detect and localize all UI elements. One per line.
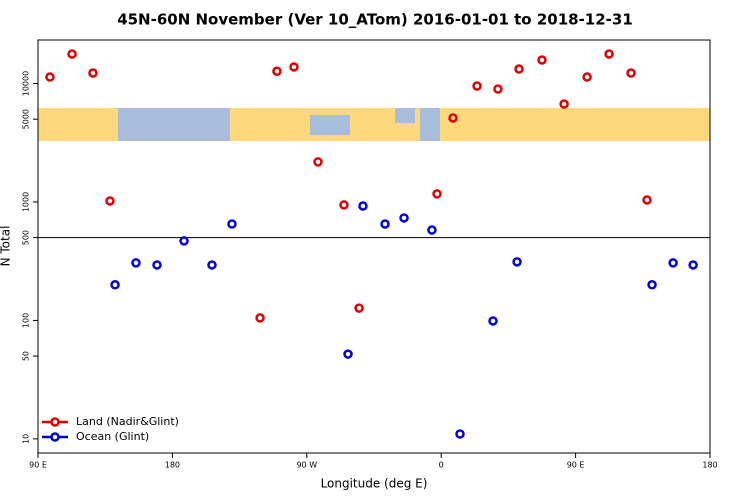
x-tick-label: 90 E xyxy=(567,461,585,470)
point xyxy=(343,349,353,359)
legend-label: Land (Nadir&Glint) xyxy=(76,415,179,428)
point xyxy=(427,225,437,235)
point xyxy=(488,316,498,326)
x-tick-label: 90 W xyxy=(296,461,317,470)
point xyxy=(472,81,482,91)
point xyxy=(399,213,409,223)
x-tick-label: 180 xyxy=(702,461,717,470)
point xyxy=(131,258,141,268)
y-tick-label: 10 xyxy=(22,434,31,444)
legend-marker xyxy=(50,417,60,427)
point xyxy=(110,280,120,290)
point xyxy=(455,429,465,439)
point xyxy=(512,257,522,267)
y-tick-label: 10000 xyxy=(22,71,31,96)
point xyxy=(582,72,592,82)
point xyxy=(448,113,458,123)
point xyxy=(272,66,282,76)
y-tick-label: 1000 xyxy=(22,192,31,212)
point xyxy=(514,64,524,74)
point xyxy=(67,49,77,59)
point xyxy=(255,313,265,323)
plot-frame xyxy=(37,39,711,454)
y-tick-label: 100 xyxy=(22,313,31,328)
point xyxy=(647,280,657,290)
point xyxy=(604,49,614,59)
point xyxy=(668,258,678,268)
point xyxy=(380,219,390,229)
legend-marker xyxy=(50,432,60,442)
x-tick-label: 0 xyxy=(439,461,444,470)
point xyxy=(642,195,652,205)
point xyxy=(559,99,569,109)
y-tick-label: 50 xyxy=(22,351,31,361)
point xyxy=(105,196,115,206)
point xyxy=(354,303,364,313)
y-tick-label: 500 xyxy=(22,230,31,245)
legend-label: Ocean (Glint) xyxy=(76,430,149,443)
x-tick-label: 90 E xyxy=(29,461,47,470)
point xyxy=(179,236,189,246)
point xyxy=(45,72,55,82)
point xyxy=(207,260,217,270)
point xyxy=(313,157,323,167)
chart-title: 45N-60N November (Ver 10_ATom) 2016-01-0… xyxy=(117,11,633,29)
map-ocean xyxy=(310,115,350,135)
x-axis-label: Longitude (deg E) xyxy=(321,477,428,491)
y-axis-label: N Total xyxy=(0,226,13,267)
point xyxy=(88,68,98,78)
map-land xyxy=(440,108,710,141)
point xyxy=(537,55,547,65)
point xyxy=(227,219,237,229)
point xyxy=(432,189,442,199)
point xyxy=(493,84,503,94)
point xyxy=(152,260,162,270)
map-ocean xyxy=(395,108,415,123)
x-tick-label: 180 xyxy=(165,461,180,470)
point xyxy=(688,260,698,270)
y-tick-label: 5000 xyxy=(22,109,31,129)
point xyxy=(289,62,299,72)
point xyxy=(358,201,368,211)
map-land xyxy=(38,108,118,141)
map-band xyxy=(38,108,710,141)
point xyxy=(339,200,349,210)
point xyxy=(626,68,636,78)
